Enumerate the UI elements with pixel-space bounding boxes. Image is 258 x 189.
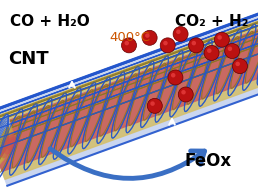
Text: FeOx: FeOx bbox=[185, 152, 232, 170]
Circle shape bbox=[217, 35, 222, 40]
Circle shape bbox=[173, 26, 188, 42]
Ellipse shape bbox=[0, 122, 11, 174]
Ellipse shape bbox=[0, 117, 10, 181]
Circle shape bbox=[204, 45, 219, 60]
Polygon shape bbox=[0, 22, 258, 171]
Circle shape bbox=[125, 41, 129, 45]
Polygon shape bbox=[0, 8, 258, 186]
Text: 400°C: 400°C bbox=[109, 31, 150, 44]
Circle shape bbox=[142, 30, 157, 45]
Circle shape bbox=[163, 41, 168, 45]
Circle shape bbox=[189, 38, 204, 53]
Ellipse shape bbox=[0, 127, 13, 166]
Circle shape bbox=[207, 48, 212, 53]
Ellipse shape bbox=[0, 120, 11, 177]
Circle shape bbox=[145, 33, 150, 38]
Circle shape bbox=[232, 59, 247, 74]
Circle shape bbox=[168, 70, 183, 85]
Circle shape bbox=[181, 90, 186, 94]
Circle shape bbox=[178, 87, 193, 102]
Ellipse shape bbox=[4, 134, 15, 155]
Ellipse shape bbox=[7, 137, 17, 151]
Circle shape bbox=[160, 38, 175, 53]
Circle shape bbox=[192, 41, 196, 45]
Text: CO₂ + H₂: CO₂ + H₂ bbox=[175, 14, 248, 29]
Circle shape bbox=[236, 62, 240, 66]
Ellipse shape bbox=[1, 132, 14, 158]
Text: CO + H₂O: CO + H₂O bbox=[10, 14, 90, 29]
Text: CNT: CNT bbox=[8, 50, 49, 68]
Circle shape bbox=[228, 46, 232, 51]
Ellipse shape bbox=[0, 125, 12, 170]
Ellipse shape bbox=[0, 115, 9, 185]
Circle shape bbox=[225, 43, 240, 59]
FancyArrowPatch shape bbox=[50, 149, 205, 178]
Circle shape bbox=[147, 98, 162, 113]
Circle shape bbox=[171, 73, 175, 77]
Circle shape bbox=[122, 38, 136, 53]
Polygon shape bbox=[0, 15, 258, 179]
Circle shape bbox=[150, 101, 155, 106]
Ellipse shape bbox=[0, 129, 14, 162]
Ellipse shape bbox=[12, 141, 19, 144]
Circle shape bbox=[176, 29, 181, 34]
Ellipse shape bbox=[9, 139, 18, 147]
Circle shape bbox=[214, 32, 229, 47]
